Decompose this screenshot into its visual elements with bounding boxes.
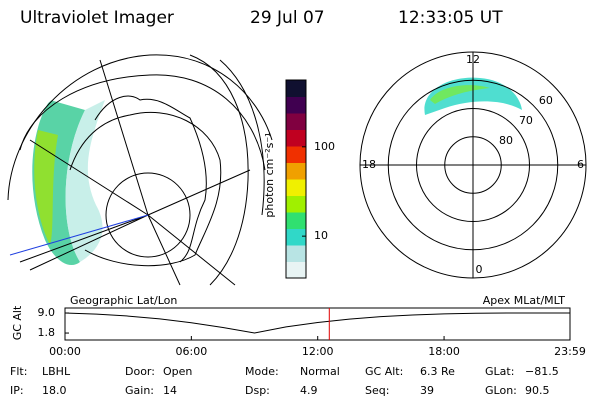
polar-mlt-label: 0 — [476, 263, 483, 276]
status-value: −81.5 — [525, 365, 559, 378]
right-label: Apex MLat/MLT — [483, 294, 566, 307]
colorbar: 10 100 — [285, 79, 335, 279]
colorbar-swatch — [286, 129, 306, 147]
colorbar-swatch — [286, 245, 306, 262]
y-axis-label: GC Alt — [11, 305, 24, 340]
polar-ring-label: 70 — [519, 114, 533, 127]
colorbar-swatch — [286, 80, 306, 97]
status-label: Seq: — [365, 384, 389, 397]
status-value: 6.3 Re — [420, 365, 455, 378]
colorbar-swatch — [286, 96, 306, 114]
colorbar-swatch — [286, 261, 306, 279]
x-tick-label: 12:00 — [302, 345, 334, 358]
polar-ring-label: 60 — [539, 94, 553, 107]
colorbar-swatch — [286, 212, 306, 229]
polar-mlt-label: 6 — [577, 158, 584, 171]
status-value: 39 — [420, 384, 434, 397]
title: Ultraviolet Imager — [20, 8, 174, 28]
status-label: IP: — [10, 384, 24, 397]
colorbar-swatch — [286, 146, 306, 163]
status-value: 4.9 — [300, 384, 318, 397]
date: 29 Jul 07 — [250, 8, 325, 28]
colorbar-swatch — [286, 113, 306, 130]
colorbar-frame — [285, 79, 307, 279]
x-tick-label: 00:00 — [49, 345, 81, 358]
status-value: LBHL — [42, 365, 71, 378]
altitude-chart: Geographic Lat/Lon Apex MLat/MLT GC Alt … — [11, 294, 586, 358]
status-label: Flt: — [10, 365, 27, 378]
time: 12:33:05 UT — [398, 8, 503, 28]
status-value: Normal — [300, 365, 340, 378]
status-value: Open — [163, 365, 192, 378]
status-label: GLat: — [485, 365, 514, 378]
status-label: Gain: — [125, 384, 154, 397]
status-value: 14 — [163, 384, 177, 397]
x-tick-label: 23:59 — [554, 345, 586, 358]
status-panel: Flt: LBHL Door: Open Mode: Normal GC Alt: 6.3 R… — [10, 365, 559, 397]
status-value: 90.5 — [525, 384, 550, 397]
colorbar-swatch — [286, 228, 306, 246]
colorbar-tick-label: 100 — [314, 140, 335, 153]
polar-mlt-label: 12 — [466, 53, 480, 66]
colorbar-swatch — [286, 195, 306, 213]
status-label: Door: — [125, 365, 155, 378]
colorbar-swatch — [286, 179, 306, 196]
y-tick-label: 9.0 — [38, 306, 56, 319]
left-label: Geographic Lat/Lon — [70, 294, 177, 307]
status-label: Dsp: — [245, 384, 270, 397]
x-tick-label: 18:00 — [428, 345, 460, 358]
colorbar-swatch — [286, 162, 306, 180]
colorbar-label: photon cm⁻²s⁻¹ — [263, 132, 276, 217]
geographic-image — [7, 54, 273, 286]
y-tick-label: 1.8 — [38, 326, 56, 339]
status-label: GLon: — [485, 384, 517, 397]
status-label: GC Alt: — [365, 365, 403, 378]
colorbar-tick-label: 10 — [314, 229, 328, 242]
polar-ring-label: 80 — [499, 134, 513, 147]
altitude-line — [64, 312, 570, 334]
polar-mlt-label: 18 — [362, 158, 376, 171]
x-tick-label: 06:00 — [176, 345, 208, 358]
status-value: 18.0 — [42, 384, 67, 397]
status-label: Mode: — [245, 365, 279, 378]
